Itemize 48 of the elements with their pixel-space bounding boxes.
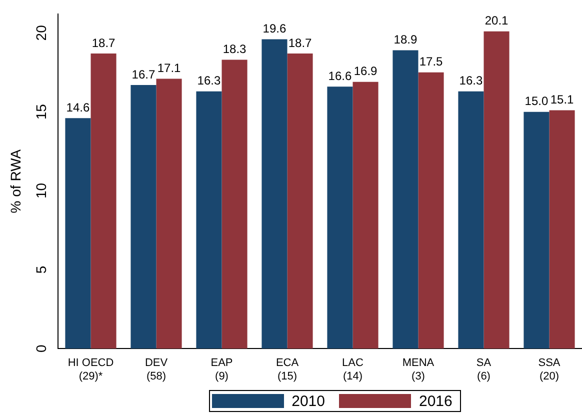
- data-label: 14.6: [66, 100, 90, 114]
- data-label: 17.5: [419, 54, 444, 69]
- data-label: 16.6: [328, 68, 352, 83]
- data-label: 18.3: [222, 42, 247, 56]
- data-label: 18.7: [288, 36, 312, 50]
- bar: [524, 112, 550, 349]
- legend-label: 2010: [292, 392, 325, 410]
- legend-label: 2016: [419, 392, 452, 410]
- x-tick-label: ECA (15): [276, 357, 300, 382]
- bar: [262, 39, 288, 349]
- data-label: 20.1: [484, 14, 509, 28]
- x-tick-label: HI OECD (29)*: [68, 357, 114, 382]
- bar: [196, 91, 222, 349]
- bar: [65, 118, 91, 349]
- bar: [327, 86, 353, 349]
- data-label: 18.9: [394, 32, 418, 47]
- y-tick-label: 0: [32, 344, 49, 352]
- bar: [484, 31, 510, 349]
- x-tick-label: DEV (58): [144, 357, 168, 382]
- bar: [418, 72, 444, 349]
- bar: [156, 78, 182, 349]
- data-label: 18.7: [92, 36, 116, 50]
- bar: [222, 60, 248, 349]
- data-label: 16.7: [132, 67, 156, 82]
- data-label: 19.6: [262, 22, 286, 36]
- data-label: 17.1: [157, 61, 182, 76]
- bar: [130, 85, 156, 349]
- bar: [549, 110, 575, 349]
- data-label: 15.0: [524, 94, 548, 108]
- y-tick-label: 10: [32, 182, 49, 199]
- y-tick-label: 15: [32, 104, 49, 120]
- bar: [287, 53, 313, 349]
- data-label: 15.1: [550, 92, 574, 107]
- bar: [392, 50, 418, 349]
- x-tick-label: MENA (3): [402, 357, 435, 382]
- y-axis-title: % of RWA: [7, 148, 24, 214]
- y-tick-label: 20: [32, 24, 49, 41]
- y-tick-label: 5: [32, 266, 49, 274]
- x-tick-label: SA (6): [476, 357, 492, 382]
- data-label: 16.3: [197, 74, 221, 88]
- bar: [90, 53, 116, 349]
- data-label: 16.3: [459, 74, 483, 88]
- x-tick-label: LAC (14): [342, 357, 364, 382]
- x-tick-label: EAP (9): [210, 357, 233, 382]
- bar: [352, 82, 378, 349]
- x-tick-label: SSA (20): [538, 357, 561, 382]
- bar: [458, 91, 484, 349]
- data-label: 16.9: [354, 64, 378, 78]
